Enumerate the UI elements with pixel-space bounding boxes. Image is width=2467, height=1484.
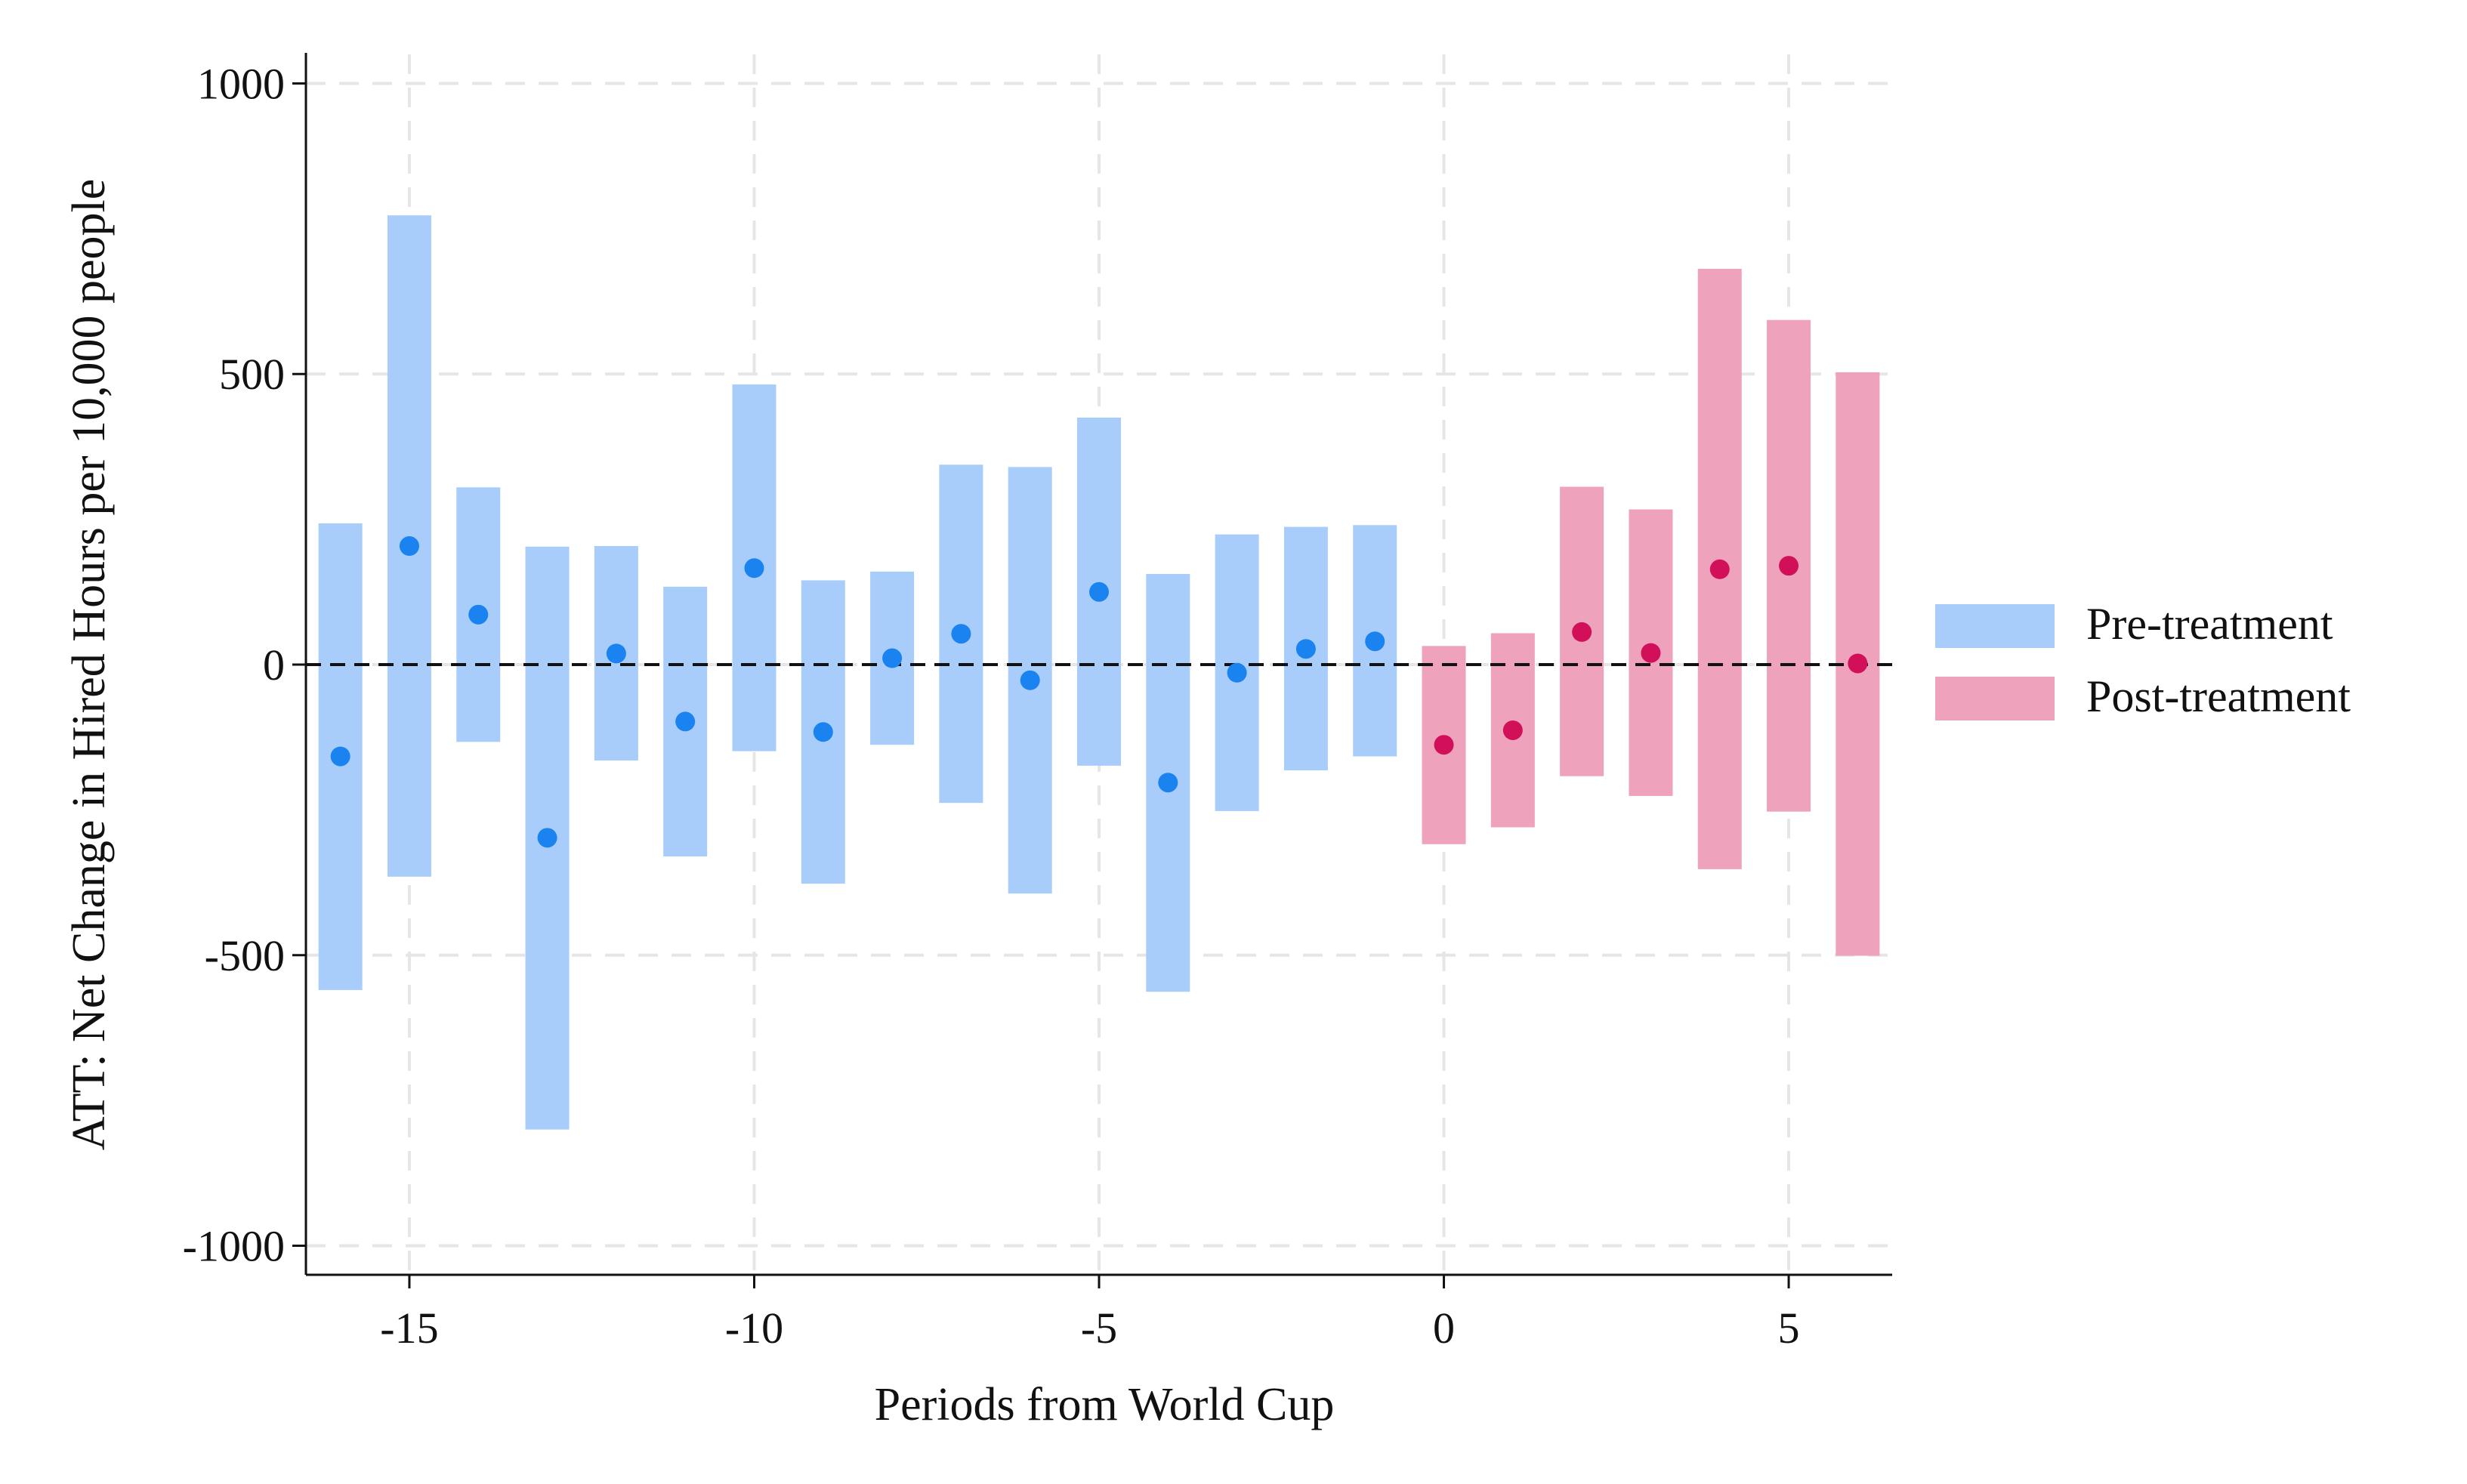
pre-treatment-point bbox=[744, 558, 764, 578]
post-treatment-point bbox=[1848, 653, 1868, 674]
x-tick-label: -10 bbox=[725, 1304, 783, 1353]
pre-treatment-point bbox=[1089, 582, 1109, 602]
legend-swatch bbox=[1935, 604, 2055, 648]
y-tick-label: 1000 bbox=[197, 59, 285, 108]
pre-treatment-point bbox=[330, 746, 350, 767]
pre-treatment-point bbox=[537, 828, 557, 848]
y-tick-label: -1000 bbox=[183, 1222, 285, 1271]
legend: Pre-treatment Post-treatment bbox=[1935, 599, 2351, 721]
pre-treatment-point bbox=[399, 536, 419, 557]
y-tick-label: -500 bbox=[205, 931, 285, 980]
pre-treatment-point bbox=[1158, 773, 1178, 793]
pre-treatment-point bbox=[606, 643, 626, 664]
legend-label: Pre-treatment bbox=[2086, 599, 2333, 649]
y-tick-label: 500 bbox=[219, 350, 285, 399]
axes: 1000 500 0 -500 -1000 -15 -10 -5 0 5 bbox=[183, 53, 1892, 1353]
x-tick-label: -5 bbox=[1081, 1304, 1117, 1353]
post-treatment-point bbox=[1502, 720, 1523, 740]
pre-treatment-point bbox=[468, 604, 489, 625]
legend-swatch bbox=[1935, 677, 2055, 720]
pre-treatment-point bbox=[1227, 662, 1247, 683]
x-tick-label: 5 bbox=[1778, 1304, 1800, 1353]
x-tick-label: 0 bbox=[1433, 1304, 1455, 1353]
point-estimates bbox=[330, 536, 1868, 848]
post-treatment-point bbox=[1434, 735, 1454, 755]
post-treatment-point bbox=[1572, 622, 1592, 642]
pre-treatment-point bbox=[675, 711, 696, 732]
post-treatment-point bbox=[1779, 556, 1799, 576]
x-axis-label: Periods from World Cup bbox=[875, 1379, 1335, 1430]
post-treatment-point bbox=[1641, 643, 1661, 663]
post-treatment-point bbox=[1709, 559, 1730, 579]
y-axis-label: ATT: Net Change in Hired Hours per 10,00… bbox=[63, 179, 115, 1151]
pre-treatment-point bbox=[951, 624, 971, 644]
pre-treatment-point bbox=[882, 648, 903, 668]
y-tick-label: 0 bbox=[263, 640, 285, 690]
pre-treatment-point bbox=[1020, 670, 1040, 690]
pre-treatment-point bbox=[1295, 639, 1316, 659]
x-tick-label: -15 bbox=[380, 1304, 438, 1353]
pre-treatment-point bbox=[813, 722, 833, 742]
pre-treatment-point bbox=[1365, 631, 1385, 652]
legend-label: Post-treatment bbox=[2086, 671, 2351, 721]
axis-labels: Periods from World Cup ATT: Net Change i… bbox=[63, 179, 1334, 1430]
